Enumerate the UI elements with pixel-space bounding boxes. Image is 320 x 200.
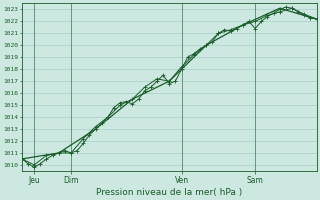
X-axis label: Pression niveau de la mer( hPa ): Pression niveau de la mer( hPa ) xyxy=(96,188,242,197)
